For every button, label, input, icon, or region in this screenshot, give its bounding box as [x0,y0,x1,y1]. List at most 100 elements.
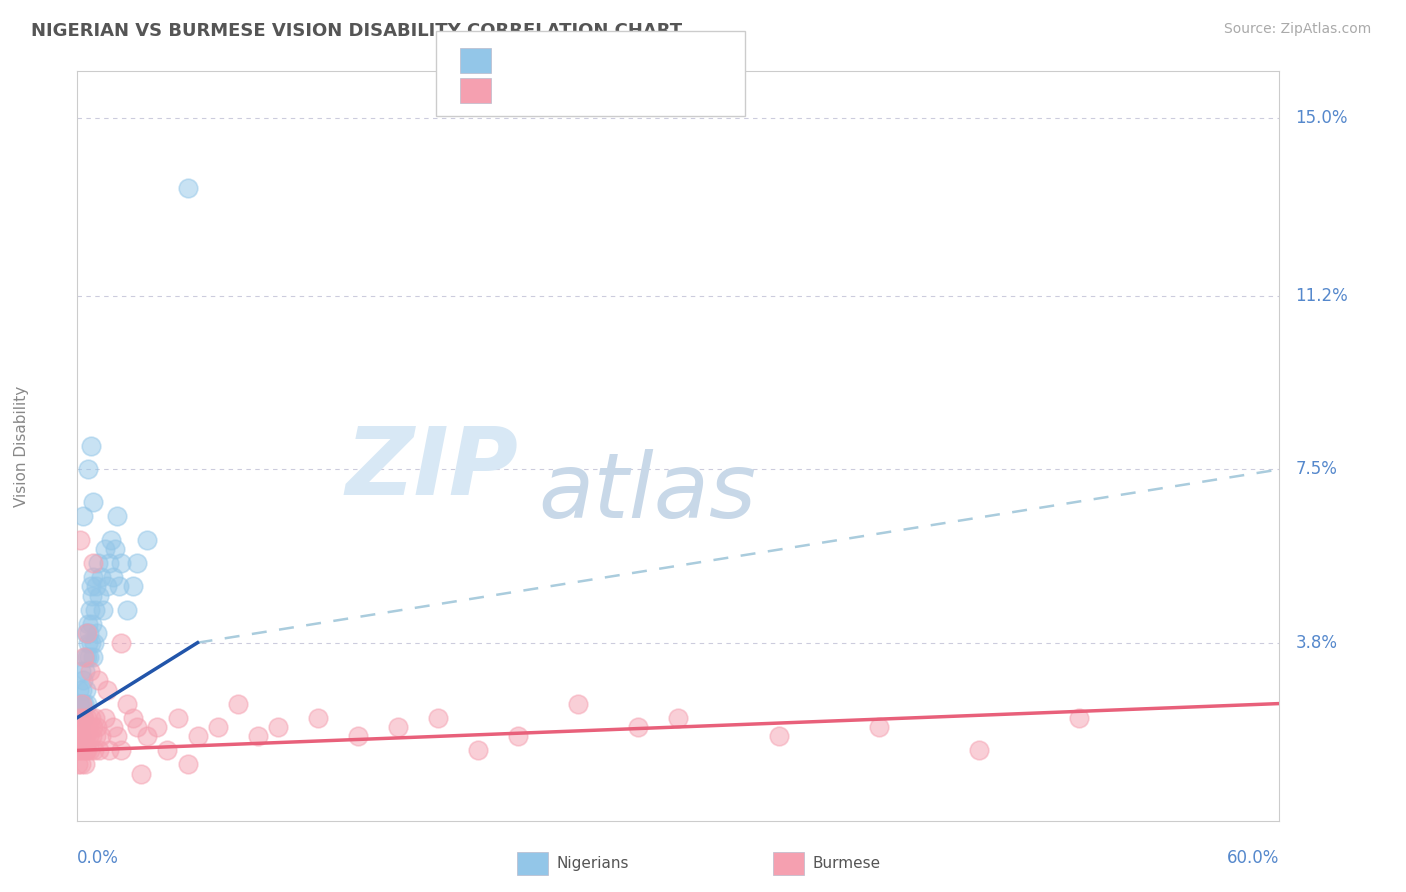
Text: 11.2%: 11.2% [1295,287,1348,305]
Point [86,720,108,734]
Point [79,626,101,640]
Point [67,730,90,744]
Point [103,570,125,584]
Point [67,757,90,772]
Point [76,635,98,649]
Point [1069,710,1091,724]
Point [77,462,100,476]
Point [79,664,101,678]
Point [75,626,97,640]
Point [110,635,132,649]
Point [72,509,94,524]
Point [70,757,93,772]
Point [136,533,159,547]
Point [110,556,132,570]
Point [122,710,145,724]
Point [103,720,125,734]
Point [82,589,104,603]
Point [75,743,97,757]
Text: 60.0%: 60.0% [1227,849,1279,867]
Point [84,603,107,617]
Point [79,603,101,617]
Point [80,439,103,453]
Point [467,743,489,757]
Point [67,710,90,724]
Text: 3.8%: 3.8% [1295,633,1337,652]
Text: R =  0.089   N = 72: R = 0.089 N = 72 [502,81,678,99]
Point [508,730,530,744]
Point [75,720,97,734]
Point [79,730,101,744]
Text: 15.0%: 15.0% [1295,109,1348,128]
Point [76,743,98,757]
Point [82,556,104,570]
Point [93,603,115,617]
Point [82,495,104,509]
Point [127,556,149,570]
Point [72,682,94,697]
Point [89,743,111,757]
Point [100,533,122,547]
Point [267,720,290,734]
Text: atlas: atlas [538,449,756,537]
Point [246,730,269,744]
Point [387,720,409,734]
Point [90,570,112,584]
Point [84,710,107,724]
Text: Nigerians: Nigerians [557,856,630,871]
Point [117,697,139,711]
Point [73,730,96,744]
Point [307,710,329,724]
Point [83,743,105,757]
Point [427,710,450,724]
Point [77,617,100,632]
Point [72,743,94,757]
Point [176,757,198,772]
Text: 7.5%: 7.5% [1295,460,1337,478]
Point [73,757,96,772]
Point [627,720,650,734]
Point [72,710,94,724]
Point [79,743,101,757]
Point [87,556,110,570]
Point [77,720,100,734]
Point [868,720,890,734]
Point [122,580,145,594]
Point [83,635,105,649]
Point [70,697,93,711]
Text: ZIP: ZIP [346,424,519,516]
Point [207,720,229,734]
Text: 0.0%: 0.0% [77,849,120,867]
Point [80,580,103,594]
Text: Vision Disability: Vision Disability [14,385,28,507]
Point [76,697,98,711]
Point [94,542,117,557]
Point [75,682,97,697]
Point [73,710,96,724]
Point [117,603,139,617]
Point [69,720,91,734]
Point [67,720,90,734]
Point [668,710,690,724]
Point [73,697,96,711]
Point [98,556,121,570]
Point [77,649,100,664]
Point [73,649,96,664]
Point [82,649,104,664]
Point [70,697,93,711]
Point [110,743,132,757]
Point [76,626,98,640]
Point [70,730,93,744]
Point [70,664,93,678]
Point [72,730,94,744]
Point [86,580,108,594]
Point [86,626,108,640]
Point [69,710,91,724]
Point [69,697,91,711]
Point [108,580,131,594]
Point [80,635,103,649]
Point [967,743,990,757]
Point [67,697,90,711]
Point [94,710,117,724]
Point [89,589,111,603]
